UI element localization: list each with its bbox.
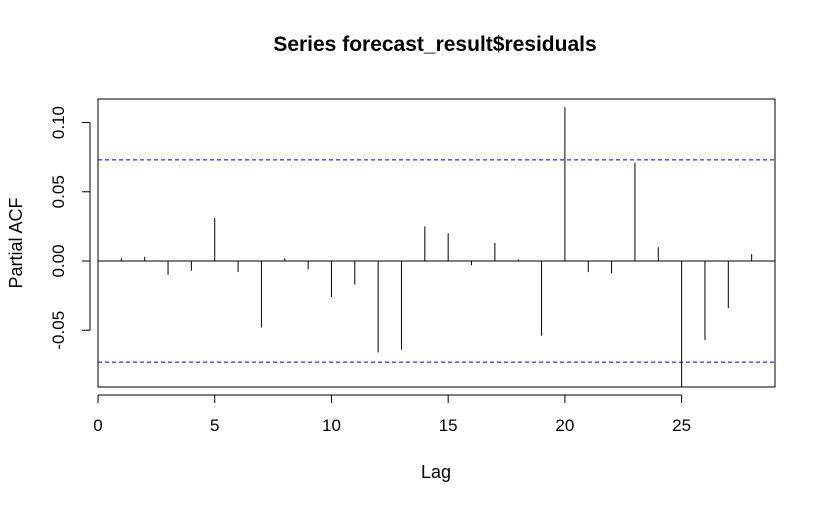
x-tick-label: 5 — [210, 416, 219, 435]
y-tick-label: 0.05 — [49, 175, 68, 208]
y-axis: -0.05 0.00 0.05 0.10 — [49, 106, 91, 350]
x-tick-label: 10 — [322, 416, 341, 435]
y-tick-label: -0.05 — [49, 311, 68, 350]
x-tick-label: 20 — [555, 416, 574, 435]
x-axis: 0 5 10 15 20 25 — [93, 394, 691, 435]
y-tick-label: 0.10 — [49, 106, 68, 139]
y-axis-label: Partial ACF — [6, 197, 26, 288]
x-tick-label: 25 — [672, 416, 691, 435]
x-tick-label: 0 — [93, 416, 102, 435]
pacf-bars — [120, 107, 753, 387]
x-tick-label: 15 — [439, 416, 458, 435]
plot-frame — [97, 98, 776, 388]
y-tick-label: 0.00 — [49, 244, 68, 277]
x-axis-label: Lag — [421, 462, 451, 482]
chart-title: Series forecast_result$residuals — [273, 33, 596, 56]
confidence-bounds — [98, 159, 775, 363]
